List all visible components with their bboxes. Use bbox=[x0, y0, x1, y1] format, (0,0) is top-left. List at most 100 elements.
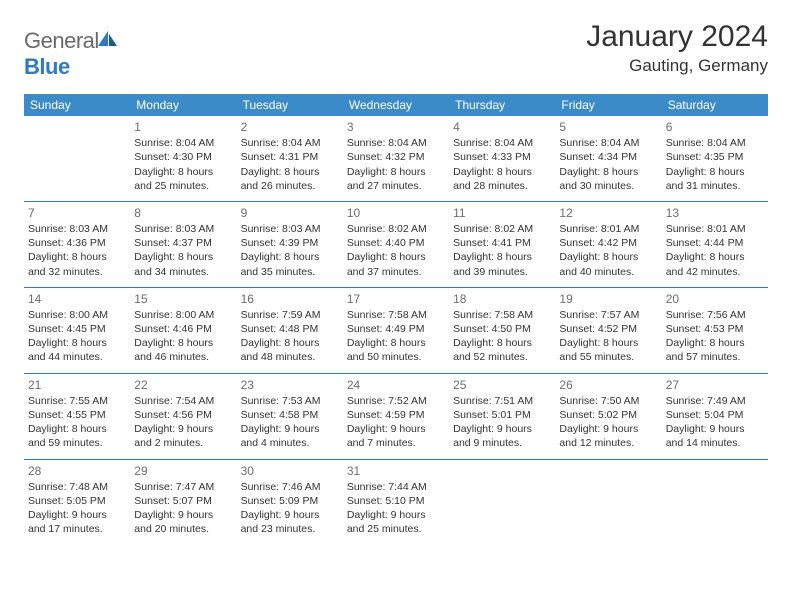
calendar-day-cell: 20Sunrise: 7:56 AMSunset: 4:53 PMDayligh… bbox=[662, 287, 768, 373]
day-number: 15 bbox=[134, 291, 232, 307]
daylight-text: Daylight: 8 hours bbox=[241, 336, 339, 350]
sunrise-text: Sunrise: 7:58 AM bbox=[347, 308, 445, 322]
calendar-table: SundayMondayTuesdayWednesdayThursdayFrid… bbox=[24, 94, 768, 544]
logo-word-blue: Blue bbox=[24, 54, 70, 79]
day-number: 18 bbox=[453, 291, 551, 307]
sunset-text: Sunset: 4:35 PM bbox=[666, 150, 764, 164]
day-number: 9 bbox=[241, 205, 339, 221]
sunset-text: Sunset: 4:45 PM bbox=[28, 322, 126, 336]
calendar-day-cell: 8Sunrise: 8:03 AMSunset: 4:37 PMDaylight… bbox=[130, 201, 236, 287]
daylight-text: Daylight: 8 hours bbox=[28, 422, 126, 436]
daylight-text: and 42 minutes. bbox=[666, 265, 764, 279]
daylight-text: and 20 minutes. bbox=[134, 522, 232, 536]
day-number: 31 bbox=[347, 463, 445, 479]
day-number: 6 bbox=[666, 119, 764, 135]
day-number: 14 bbox=[28, 291, 126, 307]
sunrise-text: Sunrise: 7:55 AM bbox=[28, 394, 126, 408]
sunset-text: Sunset: 4:56 PM bbox=[134, 408, 232, 422]
daylight-text: Daylight: 8 hours bbox=[347, 336, 445, 350]
logo-word-general: General bbox=[24, 28, 99, 53]
daylight-text: Daylight: 8 hours bbox=[28, 250, 126, 264]
sunset-text: Sunset: 4:40 PM bbox=[347, 236, 445, 250]
calendar-day-cell: 13Sunrise: 8:01 AMSunset: 4:44 PMDayligh… bbox=[662, 201, 768, 287]
weekday-header: Friday bbox=[555, 94, 661, 116]
daylight-text: and 48 minutes. bbox=[241, 350, 339, 364]
day-number: 1 bbox=[134, 119, 232, 135]
calendar-day-cell: 31Sunrise: 7:44 AMSunset: 5:10 PMDayligh… bbox=[343, 459, 449, 544]
sunset-text: Sunset: 5:09 PM bbox=[241, 494, 339, 508]
sunset-text: Sunset: 4:32 PM bbox=[347, 150, 445, 164]
sunrise-text: Sunrise: 7:57 AM bbox=[559, 308, 657, 322]
day-number: 8 bbox=[134, 205, 232, 221]
daylight-text: and 34 minutes. bbox=[134, 265, 232, 279]
sunrise-text: Sunrise: 8:04 AM bbox=[453, 136, 551, 150]
day-number: 26 bbox=[559, 377, 657, 393]
daylight-text: Daylight: 8 hours bbox=[241, 250, 339, 264]
sunrise-text: Sunrise: 7:58 AM bbox=[453, 308, 551, 322]
sunrise-text: Sunrise: 7:47 AM bbox=[134, 480, 232, 494]
day-number: 7 bbox=[28, 205, 126, 221]
daylight-text: and 59 minutes. bbox=[28, 436, 126, 450]
daylight-text: Daylight: 8 hours bbox=[453, 165, 551, 179]
sunset-text: Sunset: 5:04 PM bbox=[666, 408, 764, 422]
day-number: 17 bbox=[347, 291, 445, 307]
sunrise-text: Sunrise: 8:03 AM bbox=[241, 222, 339, 236]
calendar-day-cell: 18Sunrise: 7:58 AMSunset: 4:50 PMDayligh… bbox=[449, 287, 555, 373]
daylight-text: and 44 minutes. bbox=[28, 350, 126, 364]
sunset-text: Sunset: 4:49 PM bbox=[347, 322, 445, 336]
daylight-text: and 17 minutes. bbox=[28, 522, 126, 536]
daylight-text: Daylight: 8 hours bbox=[666, 336, 764, 350]
sunset-text: Sunset: 4:53 PM bbox=[666, 322, 764, 336]
sunrise-text: Sunrise: 8:04 AM bbox=[666, 136, 764, 150]
sunset-text: Sunset: 4:37 PM bbox=[134, 236, 232, 250]
daylight-text: Daylight: 8 hours bbox=[666, 165, 764, 179]
day-number: 4 bbox=[453, 119, 551, 135]
daylight-text: and 2 minutes. bbox=[134, 436, 232, 450]
daylight-text: Daylight: 9 hours bbox=[347, 422, 445, 436]
calendar-day-cell: 15Sunrise: 8:00 AMSunset: 4:46 PMDayligh… bbox=[130, 287, 236, 373]
calendar-week-row: 1Sunrise: 8:04 AMSunset: 4:30 PMDaylight… bbox=[24, 116, 768, 201]
daylight-text: Daylight: 8 hours bbox=[347, 250, 445, 264]
sunset-text: Sunset: 4:42 PM bbox=[559, 236, 657, 250]
logo: GeneralBlue bbox=[24, 28, 119, 80]
calendar-day-cell: 25Sunrise: 7:51 AMSunset: 5:01 PMDayligh… bbox=[449, 373, 555, 459]
calendar-header-row: SundayMondayTuesdayWednesdayThursdayFrid… bbox=[24, 94, 768, 116]
day-number: 12 bbox=[559, 205, 657, 221]
calendar-day-cell: 29Sunrise: 7:47 AMSunset: 5:07 PMDayligh… bbox=[130, 459, 236, 544]
sunrise-text: Sunrise: 8:01 AM bbox=[559, 222, 657, 236]
logo-sail-icon bbox=[97, 30, 119, 48]
day-number: 19 bbox=[559, 291, 657, 307]
sunset-text: Sunset: 5:07 PM bbox=[134, 494, 232, 508]
day-number: 21 bbox=[28, 377, 126, 393]
sunrise-text: Sunrise: 7:46 AM bbox=[241, 480, 339, 494]
daylight-text: Daylight: 8 hours bbox=[559, 165, 657, 179]
daylight-text: Daylight: 9 hours bbox=[666, 422, 764, 436]
header: GeneralBlue January 2024 Gauting, German… bbox=[24, 20, 768, 80]
day-number: 16 bbox=[241, 291, 339, 307]
sunrise-text: Sunrise: 7:56 AM bbox=[666, 308, 764, 322]
sunrise-text: Sunrise: 7:53 AM bbox=[241, 394, 339, 408]
daylight-text: Daylight: 9 hours bbox=[241, 422, 339, 436]
sunrise-text: Sunrise: 7:54 AM bbox=[134, 394, 232, 408]
day-number: 22 bbox=[134, 377, 232, 393]
sunset-text: Sunset: 4:58 PM bbox=[241, 408, 339, 422]
sunrise-text: Sunrise: 8:01 AM bbox=[666, 222, 764, 236]
daylight-text: Daylight: 9 hours bbox=[347, 508, 445, 522]
day-number: 2 bbox=[241, 119, 339, 135]
daylight-text: and 12 minutes. bbox=[559, 436, 657, 450]
day-number: 27 bbox=[666, 377, 764, 393]
calendar-day-cell: 10Sunrise: 8:02 AMSunset: 4:40 PMDayligh… bbox=[343, 201, 449, 287]
sunset-text: Sunset: 5:02 PM bbox=[559, 408, 657, 422]
daylight-text: Daylight: 8 hours bbox=[453, 336, 551, 350]
daylight-text: Daylight: 8 hours bbox=[453, 250, 551, 264]
sunset-text: Sunset: 4:55 PM bbox=[28, 408, 126, 422]
daylight-text: and 50 minutes. bbox=[347, 350, 445, 364]
daylight-text: Daylight: 9 hours bbox=[134, 508, 232, 522]
sunset-text: Sunset: 5:10 PM bbox=[347, 494, 445, 508]
day-number: 11 bbox=[453, 205, 551, 221]
sunset-text: Sunset: 5:05 PM bbox=[28, 494, 126, 508]
daylight-text: and 7 minutes. bbox=[347, 436, 445, 450]
day-number: 5 bbox=[559, 119, 657, 135]
title-block: January 2024 Gauting, Germany bbox=[586, 20, 768, 76]
calendar-day-cell: 1Sunrise: 8:04 AMSunset: 4:30 PMDaylight… bbox=[130, 116, 236, 201]
